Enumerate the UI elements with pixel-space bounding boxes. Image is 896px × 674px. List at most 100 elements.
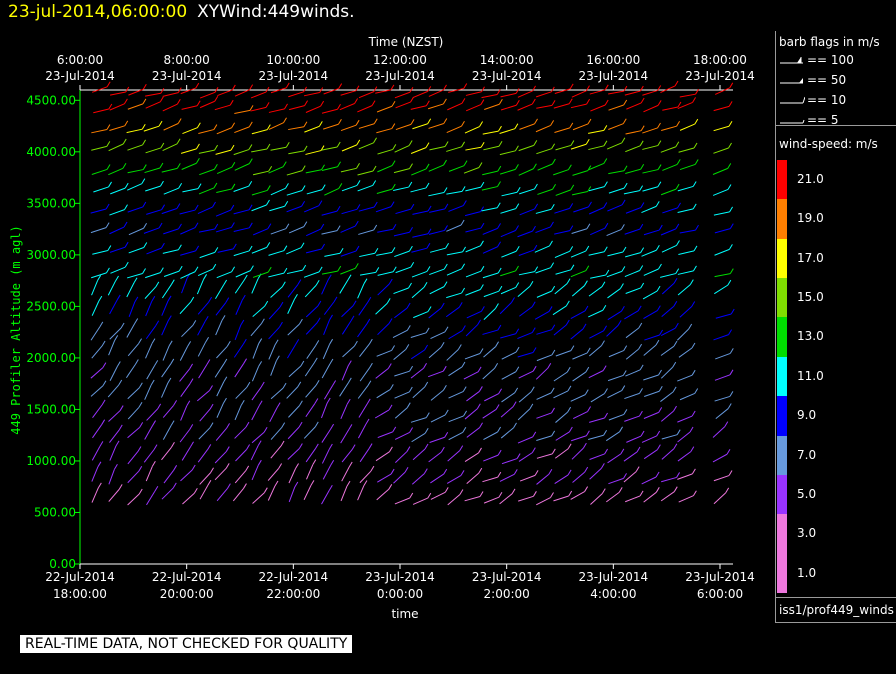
barb-shaft [677, 101, 693, 110]
barb-shaft [393, 186, 409, 191]
barb-feather [604, 222, 609, 229]
barb-shaft [267, 485, 276, 501]
wind-barb [447, 98, 466, 111]
barb-shaft [268, 326, 280, 340]
barb-shaft [535, 226, 551, 234]
wind-barb [643, 444, 661, 460]
wind-barb [108, 464, 118, 485]
barb-shaft [588, 186, 605, 192]
barb-feather [249, 105, 254, 111]
barb-shaft [110, 187, 126, 195]
barb-shaft [571, 190, 588, 196]
x-tick-date: 22-Jul-2014 [259, 570, 329, 584]
flag-10-icon [780, 96, 805, 104]
wind-barb [553, 385, 572, 399]
wind-barb [393, 466, 409, 484]
barb-shaft [217, 89, 233, 97]
barb-feather [178, 182, 183, 189]
barb-feather [729, 391, 734, 397]
barb-feather [673, 405, 677, 412]
barb-feather [105, 203, 110, 210]
barb-shaft [252, 170, 269, 176]
barb-feather [603, 125, 608, 131]
wind-barb [501, 453, 521, 465]
wind-barb [643, 100, 662, 113]
barb-feather [314, 421, 319, 428]
barb-shaft [359, 252, 376, 258]
barb-feather [101, 340, 106, 347]
barb-shaft [91, 272, 107, 279]
barb-feather [187, 341, 192, 347]
wind-barb [144, 420, 157, 440]
barb-feather [267, 223, 272, 229]
barb-feather [106, 124, 111, 130]
barb-feather [515, 265, 519, 272]
barb-shaft [161, 284, 172, 299]
barb-feather [657, 164, 662, 170]
barb-shaft [463, 167, 480, 174]
barb-shaft [465, 104, 482, 112]
barb-feather [318, 200, 323, 206]
barb-feather [263, 427, 268, 433]
barb-shaft [233, 149, 250, 156]
barb-shaft [644, 390, 660, 397]
wind-barb [340, 245, 360, 257]
barb-feather [585, 430, 590, 437]
wind-barb [91, 461, 102, 482]
wind-barb [465, 222, 485, 233]
wind-barb [375, 363, 392, 379]
barb-shaft [216, 381, 225, 397]
barb-shaft [499, 493, 513, 505]
barb-feather [207, 444, 212, 450]
barb-shaft [589, 330, 604, 339]
barb-feather [726, 448, 731, 455]
barb-shaft [217, 248, 234, 253]
barb-shaft [554, 127, 570, 133]
barb-feather [338, 119, 342, 125]
barb-shaft [712, 167, 728, 175]
barb-shaft [321, 270, 338, 275]
barb-shaft [321, 279, 329, 295]
barb-feather [585, 138, 590, 145]
wind-barb [109, 440, 120, 461]
wind-barb [306, 340, 320, 359]
wind-barb [677, 203, 697, 213]
wind-barb [288, 463, 299, 484]
barb-shaft [625, 369, 641, 377]
barb-feather [274, 480, 279, 487]
barb-shaft [288, 365, 302, 378]
barb-shaft [536, 104, 553, 109]
barb-feather [691, 342, 696, 349]
barb-feather [728, 244, 733, 250]
barb-shaft [536, 392, 552, 400]
barb-shaft [340, 167, 357, 173]
barb-shaft [268, 166, 284, 174]
barb-shaft [393, 471, 406, 484]
wind-barb [215, 279, 228, 300]
barb-shaft [625, 207, 642, 214]
barb-shaft [662, 207, 678, 214]
barb-shaft [90, 367, 104, 379]
wind-barb [713, 142, 732, 154]
barb-feather [279, 321, 283, 328]
barb-feather [691, 369, 696, 376]
wind-barb [107, 379, 123, 398]
barb-feather [192, 320, 197, 326]
barb-feather [458, 302, 463, 308]
wind-barb [605, 426, 623, 442]
quality-disclaimer: REAL-TIME DATA, NOT CHECKED FOR QUALITY [20, 635, 353, 653]
colorbar-label: 3.0 [797, 526, 817, 541]
barb-shaft [91, 86, 108, 93]
barb-feather [640, 125, 645, 131]
barb-shaft [446, 190, 463, 195]
barb-shaft [570, 103, 587, 109]
wind-barb [714, 391, 734, 402]
wind-barb [322, 338, 334, 360]
wind-barb [588, 430, 608, 440]
barb-shaft [342, 345, 355, 358]
barb-shaft [305, 105, 321, 113]
barb-shaft [411, 270, 428, 278]
barb-feather [550, 492, 554, 498]
barb-shaft [181, 325, 194, 338]
barb-shaft [412, 497, 428, 505]
